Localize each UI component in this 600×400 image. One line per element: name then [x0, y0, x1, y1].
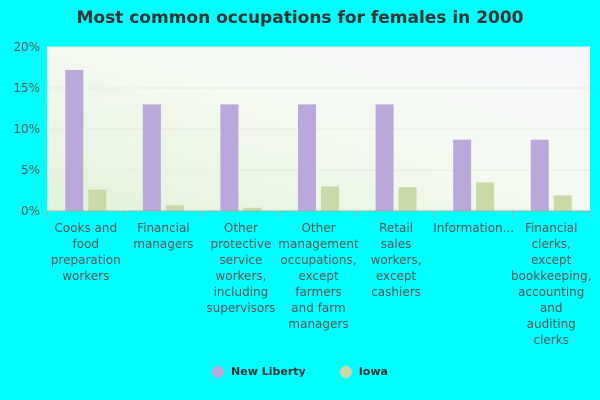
bar[interactable]	[88, 189, 107, 211]
legend-item-iowa[interactable]: Iowa	[339, 365, 388, 378]
legend: New Liberty Iowa	[0, 365, 600, 378]
bar[interactable]	[65, 69, 84, 212]
chart-title: Most common occupations for females in 2…	[76, 8, 524, 28]
bar[interactable]	[375, 104, 394, 211]
bar[interactable]	[298, 104, 316, 211]
bar[interactable]	[398, 187, 417, 211]
bar[interactable]	[530, 139, 549, 211]
bar[interactable]	[243, 207, 262, 211]
bar[interactable]	[553, 195, 572, 211]
legend-label-iowa: Iowa	[358, 365, 388, 378]
x-tick-label: Financial managers	[133, 221, 193, 251]
y-tick-label: 20%	[13, 40, 40, 54]
x-tick-label: Information...	[433, 221, 514, 235]
legend-item-new-liberty[interactable]: New Liberty	[212, 365, 306, 378]
y-tick-label: 0%	[21, 204, 40, 218]
bar[interactable]	[321, 186, 339, 211]
x-tick-label: Other management occupations, except farmers…	[278, 221, 359, 331]
x-tick-label: Retail sales workers, except cashiers	[371, 221, 422, 299]
legend-swatch-iowa	[339, 365, 352, 378]
bar[interactable]	[476, 182, 495, 211]
bar[interactable]	[220, 104, 239, 211]
bar[interactable]	[142, 104, 161, 211]
legend-swatch-new-liberty	[212, 365, 225, 378]
y-tick-label: 5%	[21, 163, 40, 177]
x-tick-label: Other protective service workers, including s…	[206, 221, 275, 315]
legend-label-new-liberty: New Liberty	[231, 365, 306, 378]
bar[interactable]	[165, 205, 184, 211]
bar[interactable]	[453, 139, 472, 211]
x-tick-label: Cooks and food preparation workers	[51, 221, 121, 283]
x-tick-label: Financial clerks, except bookkeeping, accoun…	[511, 221, 592, 347]
y-tick-label: 10%	[13, 122, 40, 136]
y-tick-label: 15%	[13, 81, 40, 95]
